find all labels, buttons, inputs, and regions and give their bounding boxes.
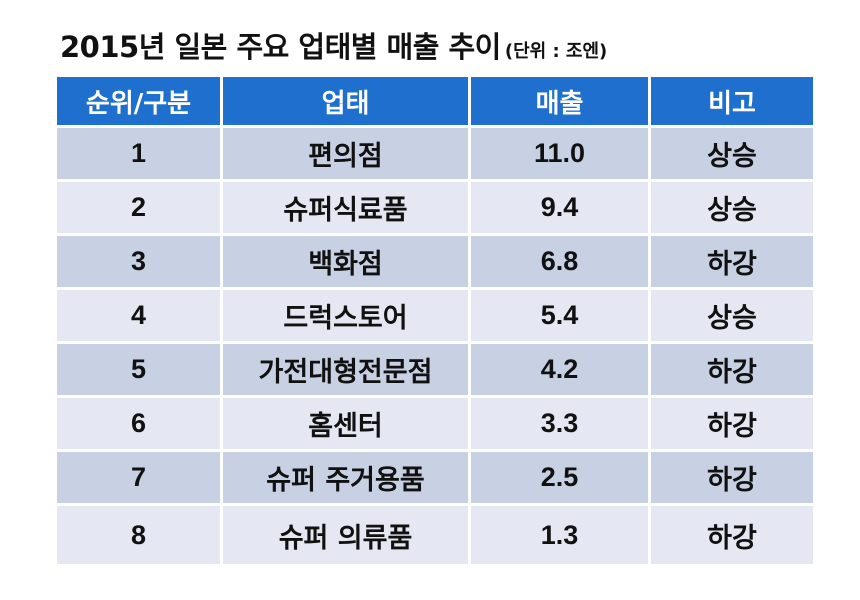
table-row: 1 편의점 11.0 상승 bbox=[57, 128, 813, 182]
title-text: 2015년 일본 주요 업태별 매출 추이 bbox=[60, 30, 501, 64]
cell-sales: 2.5 bbox=[471, 452, 651, 506]
cell-note: 하강 bbox=[651, 398, 813, 452]
cell-type: 편의점 bbox=[223, 128, 471, 182]
cell-rank: 8 bbox=[57, 506, 223, 564]
cell-rank: 7 bbox=[57, 452, 223, 506]
cell-sales: 5.4 bbox=[471, 290, 651, 344]
cell-note: 하강 bbox=[651, 452, 813, 506]
cell-type: 슈퍼 주거용품 bbox=[223, 452, 471, 506]
page-title: 2015년 일본 주요 업태별 매출 추이 (단위 : 조엔) bbox=[60, 24, 607, 68]
cell-type: 드럭스토어 bbox=[223, 290, 471, 344]
table-row: 3 백화점 6.8 하강 bbox=[57, 236, 813, 290]
header-note: 비고 bbox=[651, 77, 813, 128]
cell-type: 가전대형전문점 bbox=[223, 344, 471, 398]
cell-type: 홈센터 bbox=[223, 398, 471, 452]
table-header: 순위/구분 업태 매출 비고 bbox=[57, 77, 813, 128]
cell-note: 하강 bbox=[651, 506, 813, 564]
cell-rank: 4 bbox=[57, 290, 223, 344]
cell-sales: 9.4 bbox=[471, 182, 651, 236]
cell-type: 백화점 bbox=[223, 236, 471, 290]
cell-note: 상승 bbox=[651, 182, 813, 236]
cell-type: 슈퍼 의류품 bbox=[223, 506, 471, 564]
cell-note: 하강 bbox=[651, 236, 813, 290]
cell-rank: 2 bbox=[57, 182, 223, 236]
unit-note: (단위 : 조엔) bbox=[504, 41, 608, 62]
header-sales: 매출 bbox=[471, 77, 651, 128]
table-row: 5 가전대형전문점 4.2 하강 bbox=[57, 344, 813, 398]
table-row: 6 홈센터 3.3 하강 bbox=[57, 398, 813, 452]
cell-rank: 6 bbox=[57, 398, 223, 452]
table-row: 8 슈퍼 의류품 1.3 하강 bbox=[57, 506, 813, 564]
header-type: 업태 bbox=[223, 77, 471, 128]
cell-rank: 5 bbox=[57, 344, 223, 398]
cell-note: 상승 bbox=[651, 128, 813, 182]
sales-table: 순위/구분 업태 매출 비고 1 편의점 11.0 상승 2 슈퍼식료품 9.4… bbox=[57, 77, 813, 564]
cell-note: 하강 bbox=[651, 344, 813, 398]
cell-sales: 4.2 bbox=[471, 344, 651, 398]
cell-rank: 3 bbox=[57, 236, 223, 290]
cell-sales: 6.8 bbox=[471, 236, 651, 290]
cell-sales: 1.3 bbox=[471, 506, 651, 564]
cell-rank: 1 bbox=[57, 128, 223, 182]
table-row: 7 슈퍼 주거용품 2.5 하강 bbox=[57, 452, 813, 506]
table-row: 4 드럭스토어 5.4 상승 bbox=[57, 290, 813, 344]
table-body: 1 편의점 11.0 상승 2 슈퍼식료품 9.4 상승 3 백화점 6.8 하… bbox=[57, 128, 813, 564]
cell-note: 상승 bbox=[651, 290, 813, 344]
cell-sales: 3.3 bbox=[471, 398, 651, 452]
cell-sales: 11.0 bbox=[471, 128, 651, 182]
header-row: 순위/구분 업태 매출 비고 bbox=[57, 77, 813, 128]
cell-type: 슈퍼식료품 bbox=[223, 182, 471, 236]
table-row: 2 슈퍼식료품 9.4 상승 bbox=[57, 182, 813, 236]
header-rank: 순위/구분 bbox=[57, 77, 223, 128]
